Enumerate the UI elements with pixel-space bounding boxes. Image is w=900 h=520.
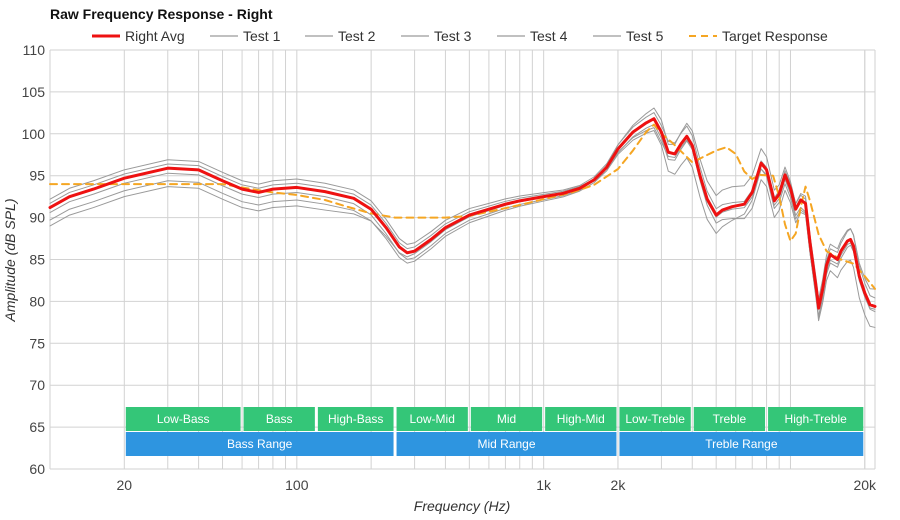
y-tick-label: 110 [23,42,46,58]
frequency-bands: Low-Bass Bass High-Bass Low-Mid Mid High-Mid L… [125,407,864,456]
band-rect [768,407,864,431]
y-tick-label: 95 [29,168,45,184]
y-tick-label: 85 [29,252,45,268]
legend-label: Test 2 [338,28,376,44]
y-tick-label: 100 [22,126,46,142]
legend-item: Test 1 [210,28,281,44]
y-tick-label: 60 [29,461,45,477]
band-label: High-Bass [328,412,383,426]
y-tick-label: 80 [29,293,45,309]
series-line-right-avg [48,117,877,310]
band-rect [317,407,394,431]
x-tick-label: 20k [853,477,877,493]
band-rect [470,407,543,431]
x-tick-label: 100 [285,477,309,493]
chart-title: Raw Frequency Response - Right [50,6,273,22]
series-line-test-3 [49,127,876,317]
band: Low-Treble [619,407,691,431]
legend: Right Avg Test 1 Test 2 Test 3 Test 4 Test 5 T… [92,28,828,44]
band-label: High-Mid [557,412,605,426]
band-rect [619,407,691,431]
series-line-test-1 [49,112,876,300]
legend-item: Test 2 [305,28,376,44]
legend-item: Right Avg [92,28,185,44]
range-label: Mid Range [477,437,535,451]
band-label: Bass [266,412,293,426]
y-tick-label: 70 [29,377,45,393]
range-rect [396,432,617,456]
band: High-Treble [768,407,864,431]
y-axis-label: Amplitude (dB SPL) [2,199,18,323]
legend-label: Test 1 [243,28,281,44]
band: High-Mid [545,407,617,431]
legend-label: Test 3 [434,28,472,44]
band-rect [396,407,468,431]
y-tick-label: 105 [22,84,46,100]
band-label: Low-Mid [410,412,455,426]
band-rect [545,407,617,431]
y-tick-label: 90 [29,210,45,226]
x-axis-label: Frequency (Hz) [414,498,510,514]
x-tick-label: 1k [536,477,552,493]
band: Bass [243,407,315,431]
band-rect [693,407,766,431]
legend-item: Test 5 [593,28,664,44]
band: Low-Mid [396,407,468,431]
band: High-Bass [317,407,394,431]
y-axis-ticks: 60 65 70 75 80 85 90 95 100 105 110 [22,42,46,477]
range: Mid Range [396,432,617,456]
legend-label: Test 5 [626,28,664,44]
series-line-test-5 [49,129,876,328]
legend-label: Target Response [722,28,828,44]
range-rect [619,432,864,456]
series-lines [48,107,877,328]
band: Low-Bass [125,407,241,431]
legend-item: Test 4 [497,28,568,44]
band-rect [125,407,241,431]
legend-item: Target Response [689,28,828,44]
grid [49,49,876,470]
band-label: High-Treble [785,412,848,426]
range: Treble Range [619,432,864,456]
legend-label: Right Avg [125,28,185,44]
x-axis-ticks: 20 100 1k 2k 20k [117,477,878,493]
x-tick-label: 2k [611,477,627,493]
band: Treble [693,407,766,431]
range-label: Treble Range [705,437,778,451]
legend-item: Test 3 [401,28,472,44]
band-label: Low-Treble [625,412,685,426]
legend-label: Test 4 [530,28,568,44]
band-label: Low-Bass [157,412,210,426]
range-label: Bass Range [227,437,293,451]
range-rect [125,432,394,456]
band-label: Mid [497,412,516,426]
range: Bass Range [125,432,394,456]
series-line-target-response [49,123,876,290]
y-tick-label: 65 [29,419,45,435]
x-tick-label: 20 [117,477,133,493]
y-tick-label: 75 [29,335,45,351]
band-label: Treble [713,412,747,426]
band-rect [243,407,315,431]
band: Mid [470,407,543,431]
series-line-test-4 [49,107,876,305]
